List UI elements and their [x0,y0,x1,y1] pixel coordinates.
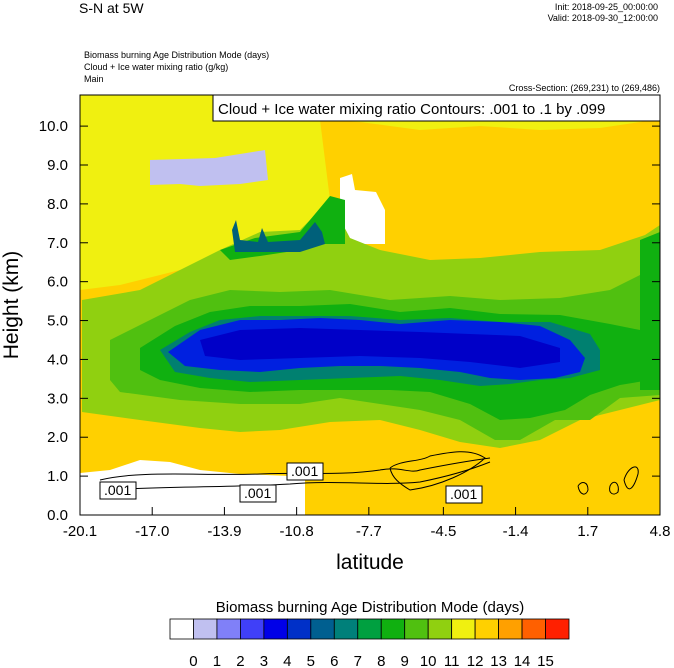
contour-label-box [286,462,324,481]
colorbar-label: 13 [490,653,507,668]
colorbar-swatch [427,618,453,640]
colorbar-swatch [216,618,241,640]
colorbar-label: 2 [236,653,244,668]
colorbar-swatch [545,618,570,640]
colorbar-swatch [404,618,429,640]
x-tick-label: -1.4 [503,523,529,540]
contour-label-box [99,481,137,500]
x-axis: -20.1 -17.0 -13.9 -10.8 -7.7 -4.5 -1.4 1.7 4.8 [63,507,671,540]
colorbar-swatch [474,618,499,640]
y-tick-label: 2.0 [47,429,68,446]
field-lavender [150,150,268,186]
colorbar-label: 11 [444,653,460,668]
field-white-upper [340,174,385,244]
colorbar-label: 6 [330,653,338,668]
contour-label-text: .001 [291,463,318,479]
contour-line [109,461,491,491]
y-tick-label: 4.0 [47,351,68,368]
cloud-contours [99,451,639,495]
x-tick-label: -20.1 [63,523,97,540]
contour-info-text: Cloud + Ice water mixing ratio Contours:… [218,101,605,118]
colorbar-label: 9 [401,653,409,668]
y-tick-label: 7.0 [47,235,68,252]
y-tick-label: 3.0 [47,390,68,407]
field-blue-inner [200,328,560,368]
contour-line [623,466,639,490]
y-tick-label: 9.0 [47,157,68,174]
y-tick-label: 1.0 [47,468,68,485]
plot-field [80,95,660,515]
contour-line [609,481,619,495]
colorbar-label: 14 [514,653,531,668]
colorbar-label: 7 [354,653,362,668]
field-teal-spikes [232,220,325,252]
plot-frame [79,94,661,516]
y-tick-label: 6.0 [47,274,68,291]
valid-time: Valid: 2018-09-30_12:00:00 [547,13,658,23]
x-axis-title: latitude [336,551,404,574]
contour-label-box [445,485,483,504]
colorbar-label: 3 [260,653,268,668]
y-tick-label: 10.0 [39,118,68,135]
colorbar-swatch [521,618,546,640]
colorbar-swatch [240,618,265,640]
x-tick-label: -17.0 [135,523,169,540]
cross-section-label: Cross-Section: (269,231) to (269,486) [508,83,660,93]
contour-line [99,457,491,481]
colorbar-swatch [498,618,523,640]
init-time: Init: 2018-09-25_00:00:00 [554,2,658,12]
colorbar-label: 10 [420,653,437,668]
colorbar-swatch [451,618,476,640]
colorbar-label: 12 [467,653,484,668]
y-tick-label: 5.0 [47,313,68,330]
colorbar-swatch [333,618,359,640]
contour-label-text: .001 [104,482,131,498]
contour-line [577,482,589,495]
colorbar-label: 1 [213,653,221,668]
colorbar-swatch [357,618,382,640]
contour-label-box [239,484,277,503]
x-tick-label: -4.5 [430,523,456,540]
contour-label-text: .001 [244,485,271,501]
colorbar-swatch [310,618,335,640]
y-tick-label: 8.0 [47,196,68,213]
y-axis: 0.0 1.0 2.0 3.0 4.0 5.0 6.0 7.0 8.0 9.0 10.0 [39,118,660,524]
x-tick-label: 1.7 [577,523,598,540]
level-label: Main [84,74,104,84]
x-tick-label: -7.7 [356,523,382,540]
field-right-green [640,232,660,390]
x-tick-label: -13.9 [207,523,241,540]
colorbar: 0 1 2 3 4 5 6 7 8 9 10 11 12 13 14 15 [169,618,570,668]
y-tick-label: 0.0 [47,507,68,524]
x-tick-label: -10.8 [280,523,314,540]
colorbar-swatch [169,618,194,640]
colorbar-swatch [380,618,406,640]
colorbar-label: 5 [307,653,315,668]
x-tick-label: 4.8 [650,523,671,540]
y-axis-title: Height (km) [0,251,23,360]
colorbar-label: 15 [537,653,554,668]
contour-line [389,451,486,491]
colorbar-swatch [286,618,312,640]
contour-info-box [212,94,661,122]
colorbar-label: 4 [283,653,291,668]
field-label-age: Biomass burning Age Distribution Mode (d… [84,50,270,60]
plot-title: S-N at 5W [79,0,144,16]
colorbar-label: 0 [189,653,197,668]
colorbar-swatch [193,618,218,640]
colorbar-label: 8 [377,653,385,668]
contour-labels: .001 .001 .001 .001 [99,462,483,504]
colorbar-title: Biomass burning Age Distribution Mode (d… [216,599,524,616]
colorbar-swatch [263,618,288,640]
field-label-cloud: Cloud + Ice water mixing ratio (g/kg) [84,62,229,72]
contour-label-text: .001 [450,486,477,502]
